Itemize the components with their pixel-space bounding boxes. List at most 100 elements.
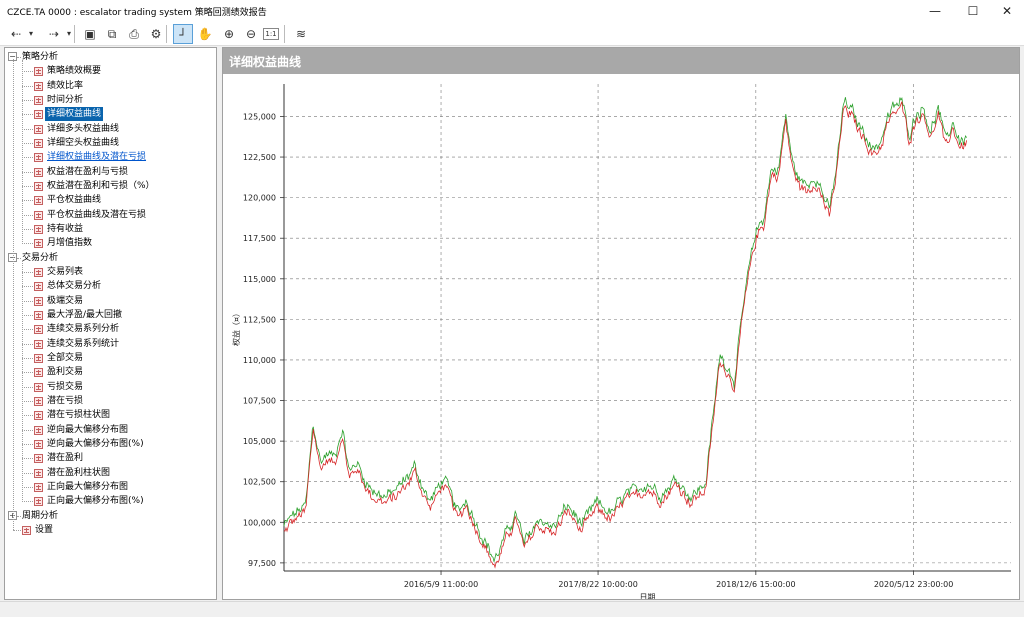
report-page-icon <box>34 468 43 478</box>
tree-item[interactable]: 平仓权益曲线 <box>45 193 103 207</box>
crosshair-icon[interactable]: ┘ <box>173 24 193 44</box>
close-button[interactable]: ✕ <box>1001 4 1013 18</box>
chart-style-icon[interactable]: ≋ <box>295 27 307 41</box>
tree-item[interactable]: 持有收益 <box>45 222 85 236</box>
copy-icon[interactable]: ⧉ <box>107 27 117 41</box>
zoom-out-icon[interactable]: ⊖ <box>245 27 257 41</box>
tree-connector <box>22 271 33 273</box>
tree-connector <box>22 400 33 402</box>
collapse-toggle-icon[interactable]: − <box>8 252 17 262</box>
tree-item[interactable]: 绩效比率 <box>45 79 85 93</box>
equity-chart: 97,500 100,000 102,500 105,000 107,500 110,00… <box>231 84 1011 599</box>
print-icon[interactable]: ⎙ <box>129 27 139 41</box>
tree-item[interactable]: 连续交易系列分析 <box>45 322 121 336</box>
dropdown-icon[interactable]: ▾ <box>66 29 71 38</box>
report-page-icon <box>34 167 43 177</box>
tree-item[interactable]: 权益潜在盈利和亏损（%） <box>45 179 157 193</box>
tree-item-label: 平仓权益曲线及潜在亏损 <box>47 209 147 220</box>
tree-item-label: 平仓权益曲线 <box>47 195 102 206</box>
tree-item[interactable]: 潜在亏损 <box>45 394 85 408</box>
minimize-button[interactable]: — <box>929 4 941 18</box>
back-arrow-icon[interactable]: ⇠ <box>10 27 22 41</box>
y-tick-label: 97,500 <box>248 559 276 568</box>
x-tick-label: 2018/12/6 15:00:00 <box>716 580 796 589</box>
y-axis-label: 权益（¤） <box>231 309 241 346</box>
tree-group[interactable]: 策略分析 <box>20 50 60 64</box>
report-page-icon <box>34 138 43 148</box>
tree-item[interactable]: 月增值指数 <box>45 236 94 250</box>
tree-item[interactable]: 平仓权益曲线及潜在亏损 <box>45 208 148 222</box>
tree-connector <box>22 243 33 245</box>
tree-connector <box>22 200 33 202</box>
tree-item[interactable]: 盈利交易 <box>45 365 85 379</box>
tree-connector <box>22 472 33 474</box>
tree-connector <box>22 458 33 460</box>
tree-connector <box>22 99 33 101</box>
chart-panel: 详细权益曲线 97,500 100,000 102,500 105,000 107,50… <box>222 47 1020 600</box>
tree-item[interactable]: 正向最大偏移分布图 <box>45 480 130 494</box>
report-page-icon <box>34 239 43 249</box>
report-page-icon <box>34 296 43 306</box>
collapse-toggle-icon[interactable]: − <box>8 52 17 61</box>
report-page-icon <box>34 181 43 191</box>
tree-connector <box>22 114 33 116</box>
tree-item[interactable]: 亏损交易 <box>45 380 85 394</box>
tree-item[interactable]: 连续交易系列统计 <box>45 337 121 351</box>
tree-item-label: 月增值指数 <box>47 238 93 249</box>
tree-item[interactable]: 潜在盈利柱状图 <box>45 466 112 480</box>
expand-toggle-icon[interactable]: + <box>8 510 17 520</box>
series-low-line <box>283 101 967 569</box>
report-page-icon <box>34 396 43 406</box>
y-tick-label: 107,500 <box>243 397 276 406</box>
tree-item[interactable]: 总体交易分析 <box>45 279 103 293</box>
tree-item-label: 连续交易系列统计 <box>47 338 120 349</box>
tree-item-label: 逆向最大偏移分布图(%) <box>47 438 144 449</box>
tree-item[interactable]: 策略绩效概要 <box>45 64 103 78</box>
tree-item[interactable]: 潜在亏损柱状图 <box>45 408 112 422</box>
y-tick-label: 117,500 <box>243 234 276 243</box>
dropdown-icon[interactable]: ▾ <box>28 29 33 38</box>
tree-connector <box>22 501 33 503</box>
report-page-icon <box>34 282 43 292</box>
tree-item[interactable]: 权益潜在盈利与亏损 <box>45 165 130 179</box>
forward-arrow-icon[interactable]: ⇢ <box>48 27 60 41</box>
tree-item[interactable]: 详细权益曲线 <box>45 107 104 122</box>
save-icon[interactable]: ▣ <box>84 27 96 41</box>
tree-connector <box>22 171 33 173</box>
tree-item-label: 交易列表 <box>47 266 84 277</box>
tree-item[interactable]: 详细空头权益曲线 <box>45 136 121 150</box>
tree-item[interactable]: 全部交易 <box>45 351 85 365</box>
tree-connector <box>22 443 33 445</box>
tree-group[interactable]: 周期分析 <box>20 509 60 523</box>
y-tick-label: 115,000 <box>243 275 276 284</box>
tree-connector <box>22 71 33 73</box>
tree-connector <box>22 386 33 388</box>
tree-group-label: 策略分析 <box>22 52 59 62</box>
settings-icon[interactable]: ⚙ <box>150 27 162 41</box>
plot-area <box>284 84 1011 571</box>
tree-item-label: 连续交易系列分析 <box>47 324 120 335</box>
tree-item-label: 权益潜在盈利和亏损（%） <box>47 180 155 191</box>
tree-item[interactable]: 正向最大偏移分布图(%) <box>45 494 146 508</box>
tree-item-settings[interactable]: 设置 <box>33 523 55 537</box>
tree-item-label: 详细空头权益曲线 <box>47 137 120 148</box>
tree-item-label: 潜在盈利 <box>47 453 84 464</box>
actual-size-icon[interactable]: 1:1 <box>263 28 279 40</box>
tree-item[interactable]: 详细权益曲线及潜在亏损 <box>45 150 148 164</box>
tree-item[interactable]: 逆向最大偏移分布图(%) <box>45 437 146 451</box>
tree-item[interactable]: 极端交易 <box>45 294 85 308</box>
tree-item[interactable]: 交易列表 <box>45 265 85 279</box>
tree-connector <box>22 357 33 359</box>
report-page-icon <box>34 339 43 349</box>
maximize-button[interactable]: ☐ <box>967 4 979 18</box>
toolbar-separator <box>284 25 285 43</box>
tree-item[interactable]: 逆向最大偏移分布图 <box>45 423 130 437</box>
tree-item[interactable]: 潜在盈利 <box>45 451 85 465</box>
tree-connector <box>22 429 33 431</box>
tree-group[interactable]: 交易分析 <box>20 251 60 265</box>
tree-item[interactable]: 时间分析 <box>45 93 85 107</box>
zoom-in-icon[interactable]: ⊕ <box>223 27 235 41</box>
hand-pan-icon[interactable]: ✋ <box>197 27 213 41</box>
tree-item[interactable]: 最大浮盈/最大回撤 <box>45 308 124 322</box>
tree-item[interactable]: 详细多头权益曲线 <box>45 122 121 136</box>
